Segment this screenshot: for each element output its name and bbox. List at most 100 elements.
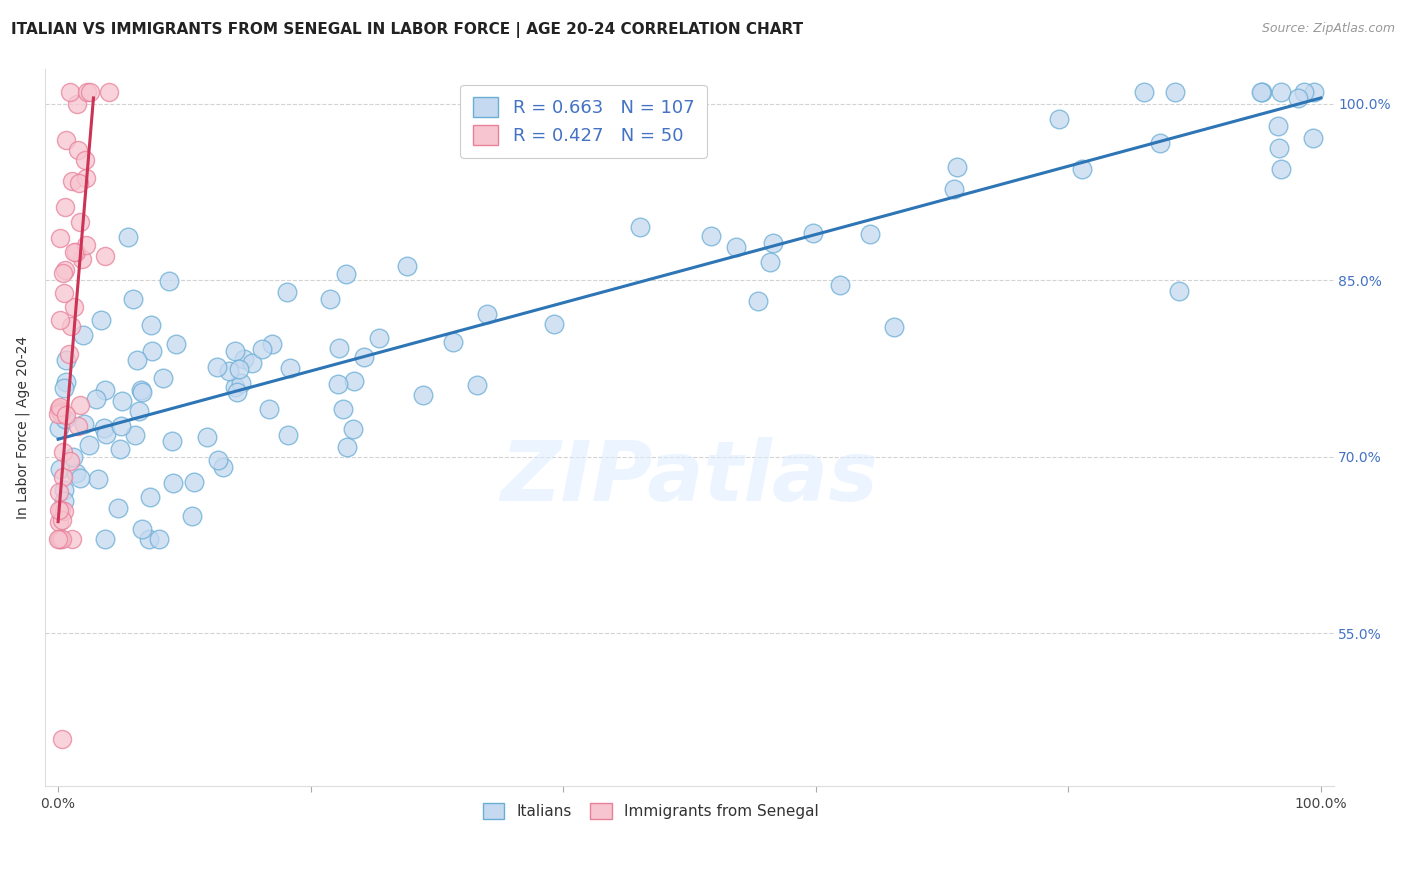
Point: [1267, 141, 1289, 155]
Point: [55, 376, 77, 390]
Point: [233, 352, 256, 367]
Point: [883, 320, 905, 334]
Point: [79, 85, 101, 99]
Point: [465, 378, 488, 392]
Text: Source: ZipAtlas.com: Source: ZipAtlas.com: [1261, 22, 1395, 36]
Point: [53, 504, 76, 518]
Point: [260, 337, 283, 351]
Point: [52, 494, 75, 508]
Point: [138, 533, 160, 547]
Point: [93, 420, 115, 434]
Point: [75, 238, 97, 252]
Y-axis label: In Labor Force | Age 20-24: In Labor Force | Age 20-24: [15, 336, 30, 519]
Point: [94, 383, 117, 397]
Point: [276, 285, 298, 299]
Point: [48, 533, 70, 547]
Point: [224, 380, 246, 394]
Point: [224, 343, 246, 358]
Point: [79, 438, 101, 452]
Point: [53, 200, 76, 214]
Point: [1267, 120, 1289, 134]
Point: [48, 515, 70, 529]
Point: [1149, 136, 1171, 150]
Point: [277, 428, 299, 442]
Point: [367, 331, 389, 345]
Point: [97, 85, 120, 99]
Text: ITALIAN VS IMMIGRANTS FROM SENEGAL IN LABOR FORCE | AGE 20-24 CORRELATION CHART: ITALIAN VS IMMIGRANTS FROM SENEGAL IN LA…: [11, 22, 803, 38]
Point: [183, 475, 205, 489]
Point: [131, 523, 153, 537]
Point: [51, 533, 73, 547]
Point: [73, 417, 96, 432]
Point: [543, 317, 565, 331]
Point: [69, 398, 91, 412]
Point: [59, 454, 82, 468]
Point: [1071, 162, 1094, 177]
Point: [52, 483, 75, 497]
Point: [162, 475, 184, 490]
Point: [51, 266, 73, 280]
Point: [76, 85, 98, 99]
Point: [335, 267, 357, 281]
Point: [1270, 85, 1292, 99]
Point: [49, 230, 72, 244]
Point: [181, 509, 204, 524]
Point: [52, 445, 75, 459]
Point: [65, 467, 87, 481]
Point: [51, 513, 73, 527]
Point: [1302, 130, 1324, 145]
Point: [55, 408, 77, 422]
Point: [157, 274, 180, 288]
Point: [60, 533, 83, 547]
Point: [48, 502, 70, 516]
Point: [138, 490, 160, 504]
Point: [55, 263, 77, 277]
Point: [75, 171, 97, 186]
Point: [332, 402, 354, 417]
Point: [395, 259, 418, 273]
Point: [62, 450, 84, 464]
Point: [1250, 85, 1272, 99]
Point: [141, 343, 163, 358]
Point: [762, 235, 785, 250]
Point: [1133, 85, 1156, 99]
Point: [69, 215, 91, 229]
Point: [628, 220, 651, 235]
Text: ZIPatlas: ZIPatlas: [501, 437, 879, 518]
Point: [49, 313, 72, 327]
Point: [342, 422, 364, 436]
Point: [48, 407, 70, 421]
Point: [86, 392, 108, 406]
Point: [257, 401, 280, 416]
Point: [49, 533, 72, 547]
Point: [66, 96, 89, 111]
Point: [94, 533, 117, 547]
Point: [60, 174, 83, 188]
Point: [205, 360, 228, 375]
Point: [165, 336, 187, 351]
Point: [943, 182, 966, 196]
Point: [162, 434, 184, 448]
Point: [69, 471, 91, 485]
Point: [128, 403, 150, 417]
Point: [343, 374, 366, 388]
Point: [1047, 112, 1070, 127]
Point: [96, 427, 118, 442]
Point: [318, 292, 340, 306]
Point: [218, 364, 240, 378]
Point: [51, 732, 73, 747]
Point: [55, 353, 77, 368]
Point: [148, 533, 170, 547]
Point: [195, 430, 218, 444]
Point: [759, 255, 782, 269]
Point: [110, 419, 132, 434]
Point: [226, 385, 249, 400]
Point: [231, 376, 253, 390]
Point: [111, 393, 134, 408]
Point: [66, 418, 89, 433]
Point: [946, 160, 969, 174]
Point: [129, 384, 152, 398]
Point: [49, 503, 72, 517]
Point: [441, 334, 464, 349]
Point: [52, 381, 75, 395]
